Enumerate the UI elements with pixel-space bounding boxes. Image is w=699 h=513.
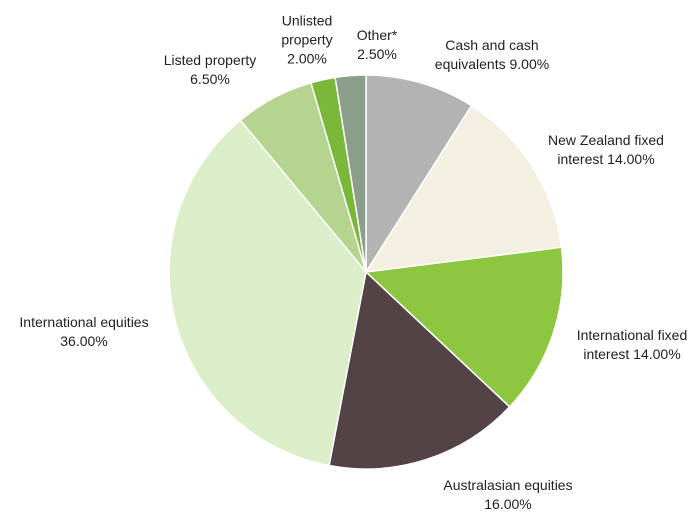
pie-slice xyxy=(334,74,367,273)
slice-label: Australasian equities 16.00% xyxy=(426,476,591,513)
slice-label: Unlisted property 2.00% xyxy=(276,12,338,69)
pie-slice xyxy=(364,246,564,408)
slice-label: International fixed interest 14.00% xyxy=(567,326,697,364)
slice-label: Listed property 6.50% xyxy=(145,51,275,89)
category-label: Other* xyxy=(356,27,398,43)
value-label: 14.00% xyxy=(607,151,655,167)
value-label: 6.50% xyxy=(190,71,230,87)
category-label: Cash and cash equivalents xyxy=(434,37,539,72)
category-label: Australasian equities xyxy=(443,477,573,493)
value-label: 36.00% xyxy=(60,333,108,349)
slice-label: International equities 36.00% xyxy=(0,313,169,351)
category-label: Listed property xyxy=(163,52,257,68)
pie-slice xyxy=(168,119,367,467)
category-label: International equities xyxy=(19,314,149,330)
pie-slice xyxy=(365,74,473,275)
category-label: International fixed interest xyxy=(576,327,688,362)
slice-label: Cash and cash equivalents 9.00% xyxy=(427,36,557,74)
value-label: 14.00% xyxy=(633,346,681,362)
value-label: 16.00% xyxy=(484,496,532,512)
value-label: 2.50% xyxy=(357,46,397,62)
slice-label: Other* 2.50% xyxy=(350,26,405,64)
value-label: 9.00% xyxy=(509,56,550,72)
pie-slice xyxy=(328,270,511,470)
value-label: 2.00% xyxy=(287,50,327,67)
slice-label: New Zealand fixed interest 14.00% xyxy=(539,131,674,169)
pie-slice xyxy=(364,104,563,273)
category-label: New Zealand fixed interest xyxy=(548,132,664,167)
category-label: Unlisted property xyxy=(281,12,333,48)
